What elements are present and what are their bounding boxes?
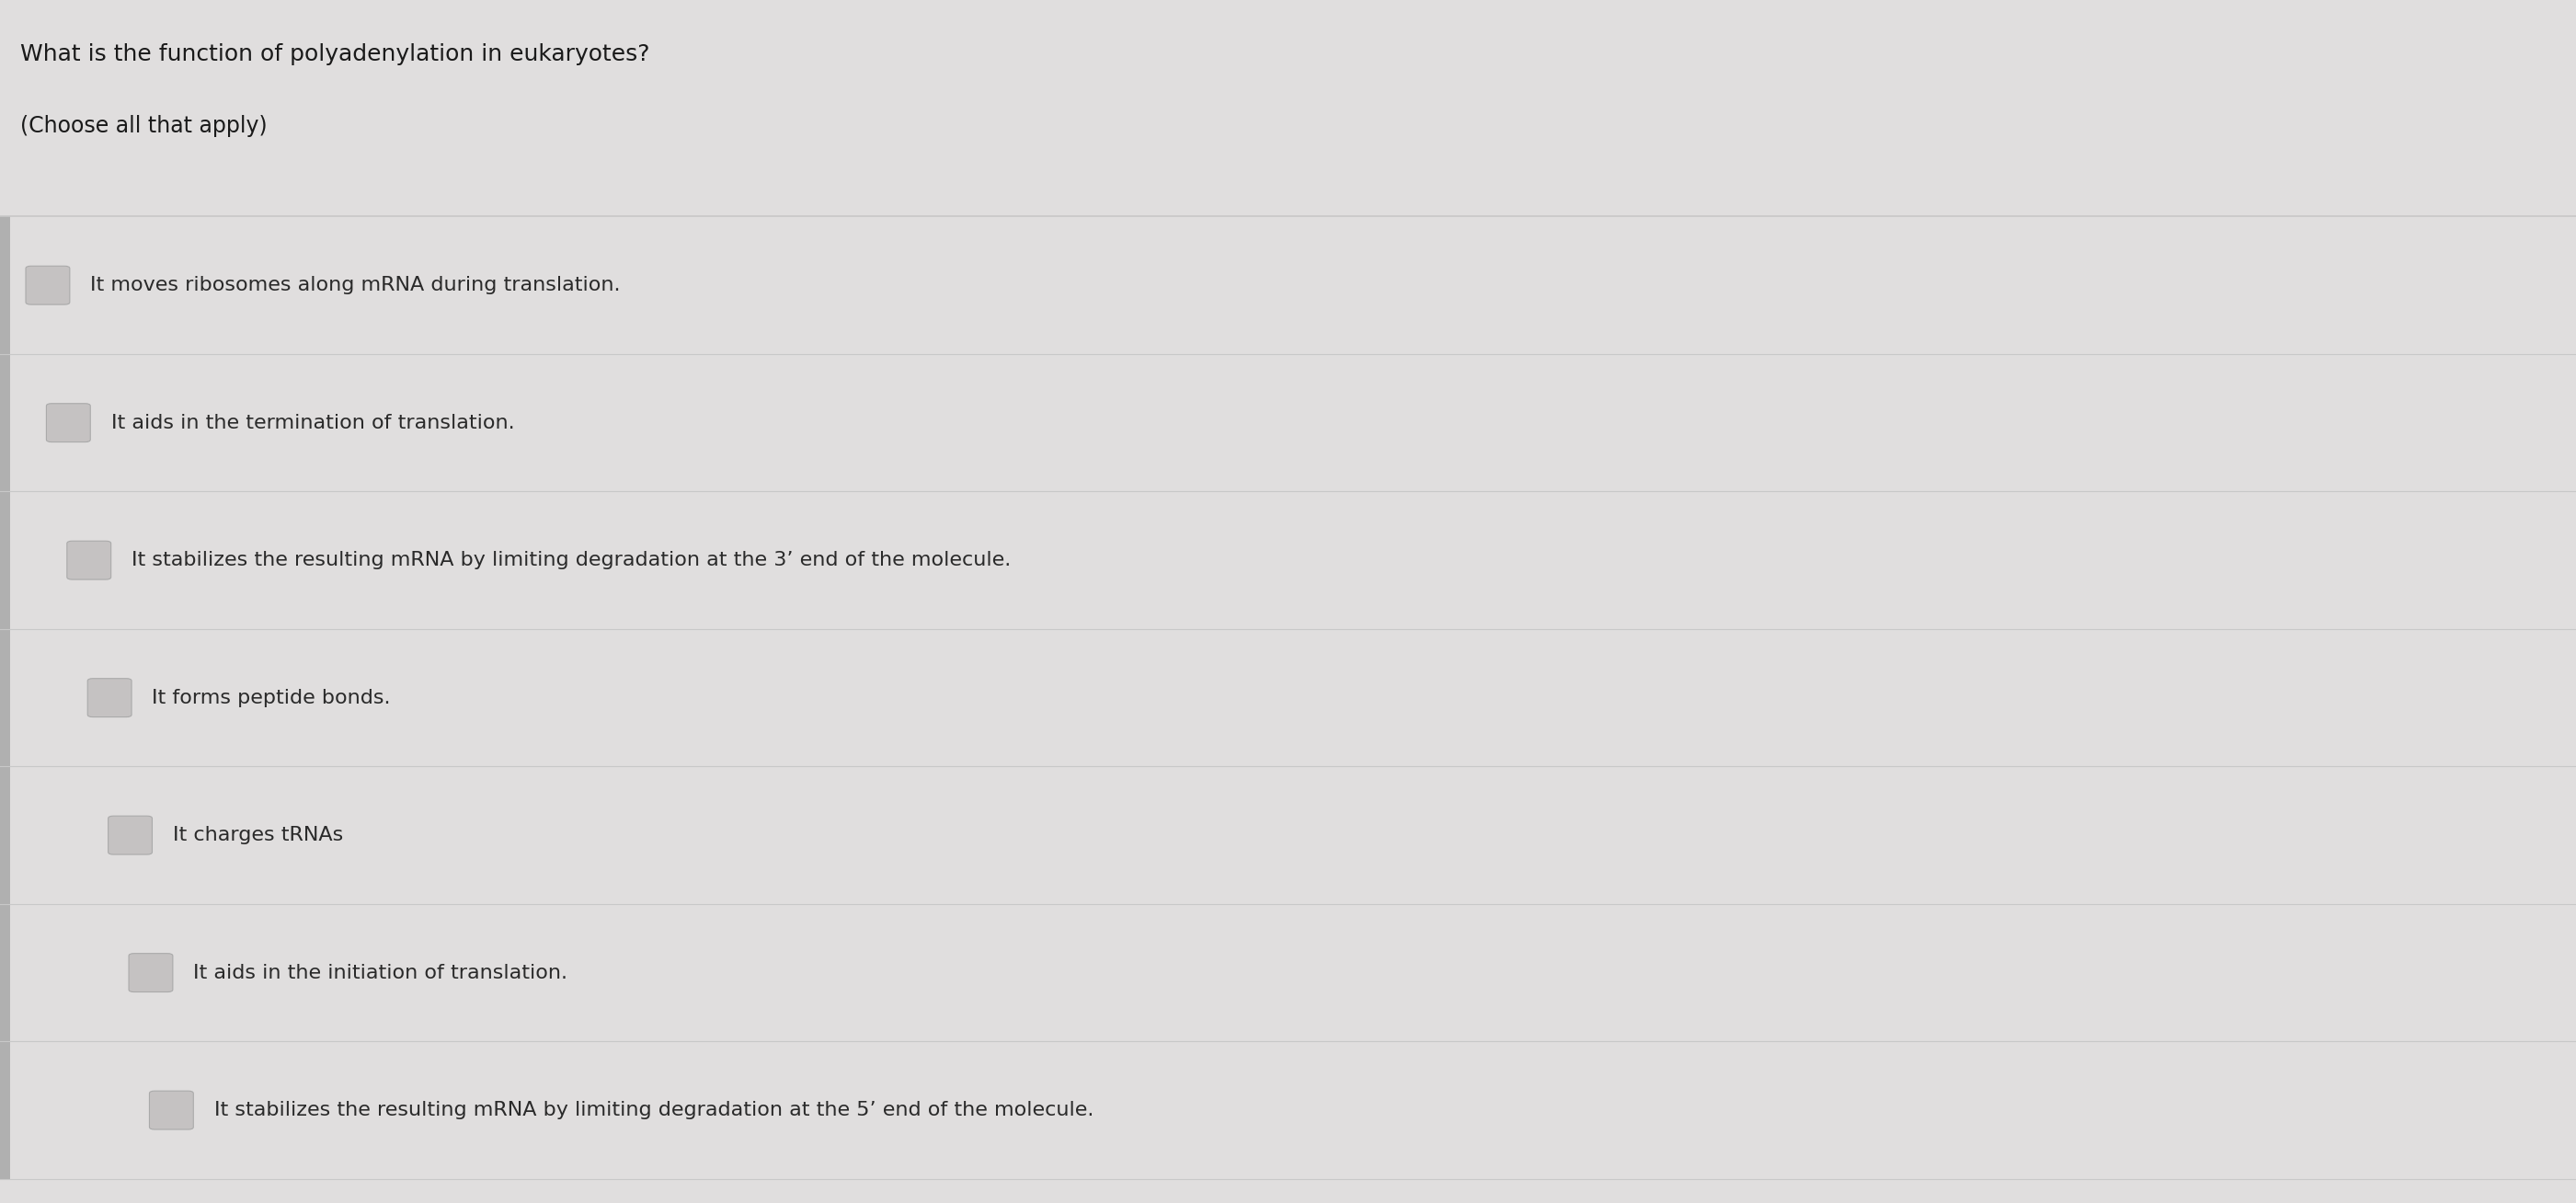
FancyBboxPatch shape (67, 541, 111, 580)
FancyBboxPatch shape (149, 1091, 193, 1130)
Text: (Choose all that apply): (Choose all that apply) (21, 115, 268, 137)
Text: It charges tRNAs: It charges tRNAs (173, 826, 343, 845)
Text: It stabilizes the resulting mRNA by limiting degradation at the 3’ end of the mo: It stabilizes the resulting mRNA by limi… (131, 551, 1010, 569)
Text: What is the function of polyadenylation in eukaryotes?: What is the function of polyadenylation … (21, 43, 649, 65)
FancyBboxPatch shape (26, 266, 70, 304)
Text: It aids in the termination of translation.: It aids in the termination of translatio… (111, 414, 515, 432)
Text: It forms peptide bonds.: It forms peptide bonds. (152, 688, 392, 707)
Text: It stabilizes the resulting mRNA by limiting degradation at the 5’ end of the mo: It stabilizes the resulting mRNA by limi… (214, 1101, 1095, 1120)
Text: It moves ribosomes along mRNA during translation.: It moves ribosomes along mRNA during tra… (90, 275, 621, 295)
FancyBboxPatch shape (0, 217, 10, 1179)
FancyBboxPatch shape (88, 678, 131, 717)
FancyBboxPatch shape (108, 816, 152, 854)
FancyBboxPatch shape (129, 954, 173, 992)
FancyBboxPatch shape (46, 403, 90, 442)
Text: It aids in the initiation of translation.: It aids in the initiation of translation… (193, 964, 567, 982)
